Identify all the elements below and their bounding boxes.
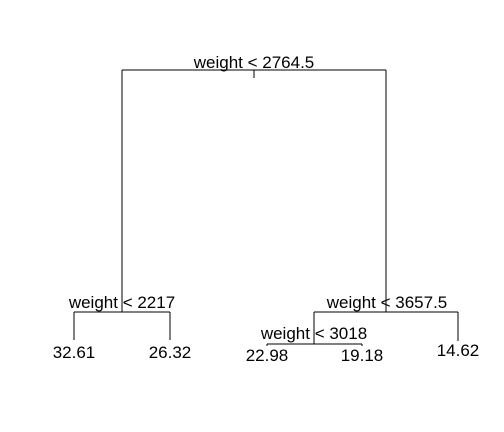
root-split-label: weight < 2764.5 [193, 53, 315, 72]
left-split-branch [73, 310, 171, 340]
right-split-label: weight < 3657.5 [326, 293, 448, 312]
root-split-branch [121, 69, 387, 310]
inner-split-label: weight < 3018 [260, 324, 367, 343]
leaf-label: 32.61 [53, 343, 96, 362]
left-split-label: weight < 2217 [68, 293, 175, 312]
inner-split-branch [266, 343, 363, 346]
leaf-label: 22.98 [246, 346, 289, 365]
leaf-label: 26.32 [149, 343, 192, 362]
tree-branches [73, 69, 459, 346]
leaf-label: 19.18 [341, 346, 384, 365]
leaf-label: 14.62 [437, 341, 480, 360]
right-split-branch [313, 310, 459, 343]
